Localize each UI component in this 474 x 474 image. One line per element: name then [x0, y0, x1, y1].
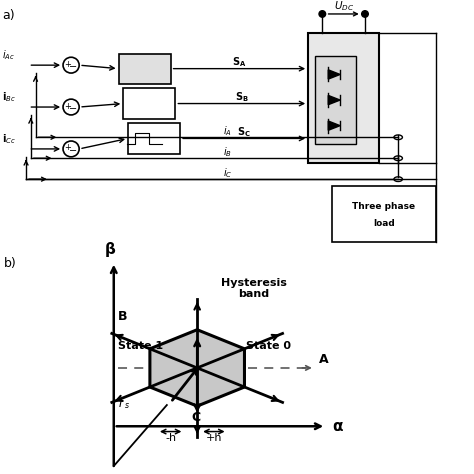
Text: −: − [69, 104, 78, 114]
Text: −: − [69, 146, 78, 156]
Text: $\mathbf{\alpha}$: $\mathbf{\alpha}$ [331, 419, 344, 434]
Text: +h: +h [206, 433, 222, 443]
Polygon shape [328, 121, 340, 130]
Text: +: + [64, 144, 71, 153]
Text: $\mathbf{\beta}$: $\mathbf{\beta}$ [104, 240, 116, 259]
Bar [123, 89, 175, 118]
Ellipse shape [394, 177, 402, 182]
Text: −: − [69, 62, 78, 72]
Bar [128, 123, 180, 154]
Text: Hysteresis
band: Hysteresis band [221, 278, 287, 299]
Polygon shape [150, 330, 245, 406]
Text: $\mathbf{i}_{Bc}$: $\mathbf{i}_{Bc}$ [2, 90, 16, 104]
Text: a): a) [2, 9, 15, 22]
Text: $\mathbf{S_B}$: $\mathbf{S_B}$ [235, 90, 249, 104]
Text: $\mathbf{i}_{Cc}$: $\mathbf{i}_{Cc}$ [2, 132, 16, 146]
Text: $U_{DC}$: $U_{DC}$ [334, 0, 354, 13]
Bar [332, 186, 436, 242]
Ellipse shape [394, 135, 402, 140]
Text: b): b) [4, 256, 17, 270]
Text: Three phase: Three phase [352, 202, 416, 211]
Text: $i_B$: $i_B$ [223, 146, 232, 159]
Polygon shape [328, 95, 340, 105]
Text: State 1: State 1 [118, 341, 163, 351]
Circle shape [319, 11, 326, 17]
Text: $\mathbf{S_C}$: $\mathbf{S_C}$ [237, 125, 251, 138]
Text: A: A [319, 353, 328, 365]
Ellipse shape [394, 156, 402, 161]
Text: I $_{s}$: I $_{s}$ [118, 398, 130, 411]
Text: +: + [64, 101, 71, 110]
Text: $i_{Ac}$: $i_{Ac}$ [2, 48, 15, 62]
Text: +: + [64, 60, 71, 69]
Text: $i_C$: $i_C$ [223, 166, 232, 180]
Text: C: C [191, 411, 200, 424]
Text: $\mathbf{S_A}$: $\mathbf{S_A}$ [232, 55, 246, 69]
Text: State 0: State 0 [246, 341, 292, 351]
Text: -h: -h [165, 433, 176, 443]
Text: load: load [373, 219, 395, 228]
Polygon shape [328, 70, 340, 79]
Text: $i_A$: $i_A$ [223, 125, 232, 138]
Bar [118, 54, 171, 84]
Bar [308, 33, 379, 163]
Bar [315, 56, 356, 144]
Circle shape [362, 11, 368, 17]
Text: B: B [118, 310, 127, 323]
